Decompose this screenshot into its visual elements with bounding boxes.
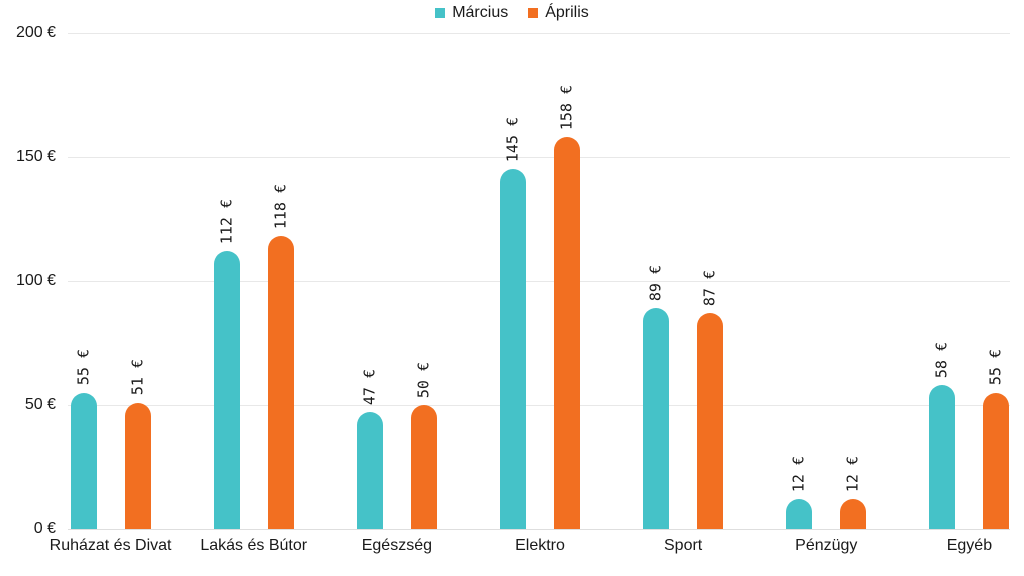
bar-value-label: 12 € <box>789 456 808 493</box>
bar-group: 58 € 55 € <box>898 33 1024 529</box>
bar-aprilis: 12 € <box>840 456 867 529</box>
bar-marcius: 55 € <box>70 349 97 529</box>
bar-marcius: 47 € <box>356 369 383 529</box>
bar-value-label: 47 € <box>360 369 379 406</box>
x-axis-label: Elektro <box>515 537 565 554</box>
bar-groups: 55 € 51 € 112 € 118 € 47 € 50 € 145 € 158 € 89 €… <box>39 33 1024 529</box>
gridline <box>68 280 1010 282</box>
bar-value-label: 58 € <box>932 342 951 379</box>
legend-item-marcius: Március <box>435 5 508 21</box>
legend-item-aprilis: Április <box>528 5 589 21</box>
bar-aprilis: 87 € <box>697 270 724 529</box>
x-axis-labels: Ruházat és Divat Lakás és Bútor Egészség El… <box>39 535 1024 557</box>
bar-group: 12 € 12 € <box>755 33 898 529</box>
x-axis-label: Lakás és Bútor <box>200 537 308 554</box>
bar-group: 145 € 158 € <box>468 33 611 529</box>
bar-value-label: 112 € <box>217 199 236 245</box>
bar-value-label: 55 € <box>74 349 93 386</box>
gridline <box>68 32 1010 34</box>
bar-aprilis: 118 € <box>267 184 294 529</box>
bar-value-label: 158 € <box>557 85 576 131</box>
legend-swatch-marcius-icon <box>435 8 446 18</box>
x-axis-label: Egészség <box>361 537 432 554</box>
bar-aprilis: 51 € <box>124 359 151 529</box>
y-axis-label: 150 € <box>15 148 56 165</box>
x-axis-label: Egyéb <box>946 537 993 554</box>
bar-aprilis: 50 € <box>410 362 437 529</box>
legend-label-aprilis: Április <box>545 4 589 21</box>
bar-marcius: 145 € <box>499 117 526 529</box>
bar-group: 112 € 118 € <box>182 33 325 529</box>
bar-aprilis: 55 € <box>983 349 1010 529</box>
bar-value-label: 89 € <box>646 265 665 302</box>
gridline <box>68 156 1010 158</box>
bar-group: 55 € 51 € <box>39 33 182 529</box>
legend-label-marcius: Március <box>452 4 509 21</box>
legend: Március Április <box>0 2 1024 24</box>
x-axis-label: Sport <box>664 537 703 554</box>
bar-value-label: 50 € <box>414 361 433 398</box>
x-axis-label: Ruházat és Divat <box>49 537 172 554</box>
bar-marcius: 12 € <box>786 456 813 529</box>
y-axis-label: 50 € <box>24 396 56 413</box>
bar-marcius: 58 € <box>929 342 956 529</box>
bar-marcius: 89 € <box>643 265 670 529</box>
x-axis-baseline <box>68 528 1010 530</box>
y-axis-label: 200 € <box>15 24 56 41</box>
legend-swatch-aprilis-icon <box>528 8 539 18</box>
y-axis-label: 100 € <box>15 272 56 289</box>
bar-group: 47 € 50 € <box>325 33 468 529</box>
bar-value-label: 12 € <box>843 456 862 493</box>
bar-value-label: 87 € <box>700 270 719 307</box>
gridline <box>68 404 1010 406</box>
bar-value-label: 55 € <box>986 349 1005 386</box>
x-axis-label: Pénzügy <box>795 537 858 554</box>
bar-value-label: 51 € <box>128 359 147 396</box>
y-axis-label: 0 € <box>33 520 56 537</box>
bar-value-label: 118 € <box>271 184 290 230</box>
bar-value-label: 145 € <box>503 117 522 163</box>
plot-area: 200 € 150 € 100 € 50 € 0 € 55 € 51 € 112 € 118 €… <box>0 24 1024 537</box>
bar-group: 89 € 87 € <box>612 33 755 529</box>
bar-aprilis: 158 € <box>553 85 580 529</box>
bar-marcius: 112 € <box>213 199 240 529</box>
